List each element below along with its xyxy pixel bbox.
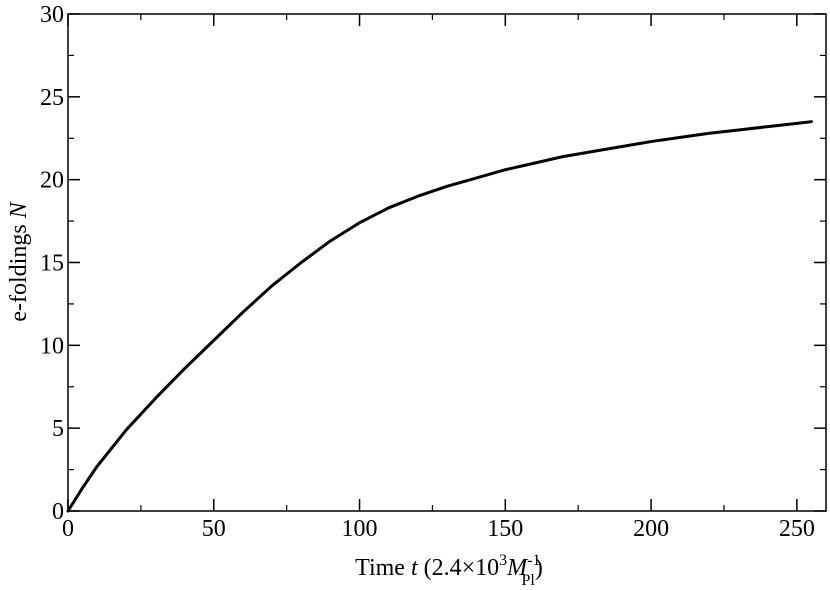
- x-axis-title-scale: (2.4×10: [418, 555, 500, 581]
- x-axis-title-text: Time: [355, 555, 411, 581]
- series-line: [66, 120, 813, 513]
- y-tick-label: 10: [40, 333, 64, 359]
- x-tick-label: 0: [62, 516, 74, 542]
- axis-ticks: 0 50 100 150 200 250 0 5 10 15 20 25 30: [40, 2, 826, 542]
- y-tick-label: 20: [40, 168, 64, 194]
- data-series: [66, 120, 813, 513]
- svg-text:e-foldings N: e-foldings N: [6, 200, 32, 321]
- svg-text:Time t (2.4×103M-1Pl): Time t (2.4×103M-1 Pl): [355, 552, 543, 589]
- y-tick-label: 0: [52, 499, 64, 525]
- x-axis-title-mass-exponent: -1: [527, 552, 540, 569]
- y-tick-label: 25: [40, 85, 64, 111]
- x-axis-title-mass: M: [506, 555, 529, 581]
- x-tick-label: 250: [779, 516, 815, 542]
- x-tick-label: 100: [342, 516, 378, 542]
- x-tick-label: 150: [487, 516, 523, 542]
- x-axis-title: Time t (2.4×103M-1 Pl): [355, 552, 543, 589]
- x-axis-title-close: ): [535, 555, 543, 581]
- x-axis-title-mass-subscript: Pl: [522, 572, 536, 589]
- x-axis-title-variable: t: [411, 555, 419, 581]
- y-axis-title-text: e-foldings: [6, 218, 32, 321]
- x-tick-label: 50: [202, 516, 226, 542]
- y-axis-title: e-foldings N: [6, 200, 32, 321]
- y-tick-label: 30: [40, 2, 64, 28]
- y-tick-label: 5: [52, 416, 64, 442]
- y-axis-title-variable: N: [6, 200, 32, 219]
- x-axis-title-exponent: 3: [499, 552, 507, 569]
- y-tick-label: 15: [40, 251, 64, 277]
- plot-frame: [67, 13, 827, 512]
- x-tick-label: 200: [633, 516, 669, 542]
